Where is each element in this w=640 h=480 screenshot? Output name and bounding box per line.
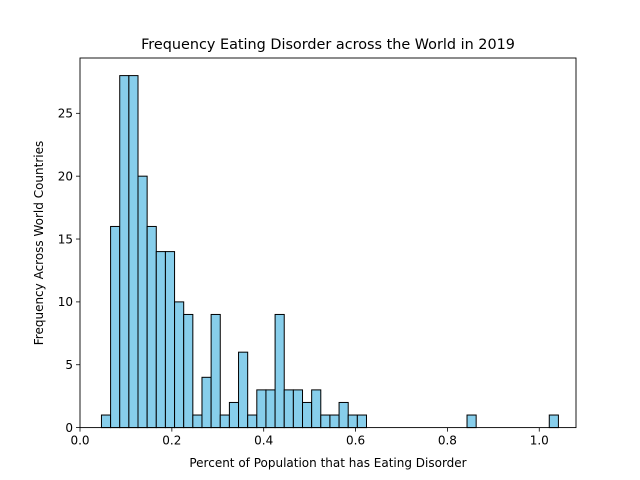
x-tick-label: 0.0 — [70, 434, 89, 448]
histogram-bar — [137, 175, 148, 429]
histogram-bar — [265, 389, 276, 429]
histogram-bar — [466, 414, 477, 429]
histogram-bar — [548, 414, 559, 429]
histogram-bar — [119, 75, 130, 429]
y-axis-ticks: 0 5 10 15 20 25 — [58, 107, 80, 435]
y-tick-label: 25 — [58, 107, 73, 121]
histogram-bar — [274, 313, 285, 429]
histogram-bar — [302, 401, 313, 429]
y-axis-label: Frequency Across World Countries — [32, 141, 46, 345]
histogram-bar — [155, 251, 166, 429]
y-tick-label: 15 — [58, 232, 73, 246]
histogram-bar — [146, 225, 157, 429]
x-tick-label: 1.0 — [530, 434, 549, 448]
histogram-bar — [283, 389, 294, 429]
plot-frame — [79, 57, 577, 429]
x-tick-label: 0.4 — [254, 434, 273, 448]
chart-title: Frequency Eating Disorder across the Wor… — [141, 37, 515, 53]
x-tick-label: 0.8 — [438, 434, 457, 448]
histogram-bar — [192, 414, 203, 429]
histogram-bar — [201, 376, 212, 429]
histogram-bar — [210, 313, 221, 429]
histogram-bar — [228, 401, 240, 429]
histogram-bar — [164, 251, 176, 429]
histogram-bar — [256, 389, 267, 429]
y-tick-label: 0 — [65, 421, 73, 435]
histogram-bar — [338, 401, 349, 429]
histogram-bar — [311, 389, 322, 429]
y-tick-label: 5 — [65, 358, 73, 372]
y-tick-label: 10 — [58, 295, 73, 309]
histogram-bar — [183, 313, 194, 429]
y-tick-label: 20 — [58, 169, 73, 183]
histogram-bar — [174, 301, 185, 429]
histogram-bar — [329, 414, 340, 429]
x-tick-label: 0.6 — [346, 434, 365, 448]
histogram-bar — [128, 75, 139, 429]
histogram-bar — [238, 351, 249, 429]
histogram-bar — [247, 414, 258, 429]
x-tick-label: 0.2 — [162, 434, 181, 448]
histogram-bar — [320, 414, 331, 429]
histogram-bar — [219, 414, 230, 429]
x-axis-ticks: 0.0 0.2 0.4 0.6 0.8 1.0 — [70, 427, 549, 448]
histogram-bar — [100, 414, 112, 429]
histogram-bar — [110, 225, 121, 429]
histogram-bar — [347, 414, 358, 429]
histogram-bar — [292, 389, 304, 429]
x-axis-label: Percent of Population that has Eating Di… — [189, 456, 466, 470]
histogram-bar — [356, 414, 367, 429]
